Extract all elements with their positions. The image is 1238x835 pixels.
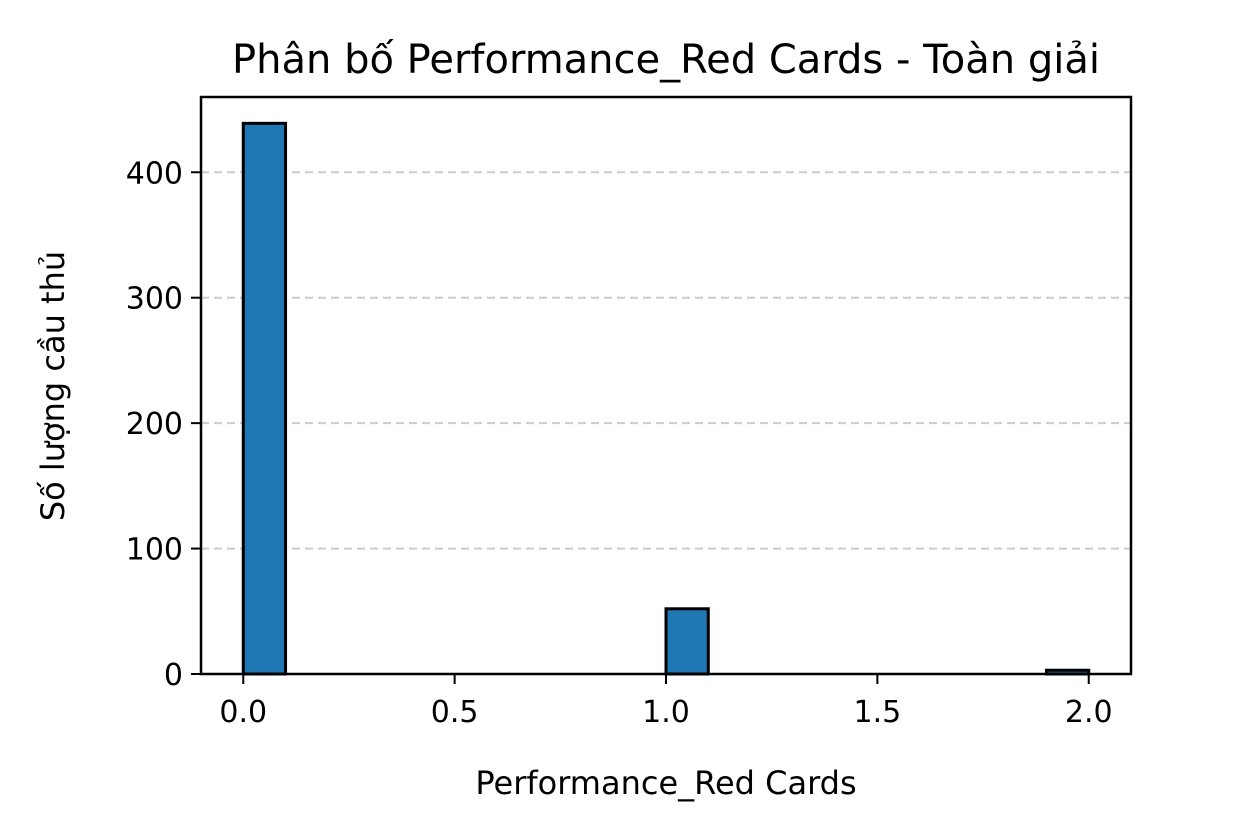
x-axis-ticks: 0.0 0.5 1.0 1.5 2.0 <box>219 674 1113 730</box>
y-axis-ticks: 0 100 200 300 400 <box>126 156 201 693</box>
y-tick-label: 200 <box>126 407 183 442</box>
y-tick-label: 400 <box>126 156 183 191</box>
x-tick-label: 2.0 <box>1065 695 1113 730</box>
chart-title: Phân bố Performance_Red Cards - Toàn giả… <box>232 37 1100 83</box>
y-tick-label: 300 <box>126 282 183 317</box>
x-tick-label: 0.5 <box>431 695 479 730</box>
x-tick-label: 0.0 <box>219 695 267 730</box>
y-tick-label: 0 <box>164 658 183 693</box>
grid-lines <box>201 171 1131 550</box>
x-axis-label: Performance_Red Cards <box>475 764 856 802</box>
y-tick-label: 100 <box>126 533 183 568</box>
x-tick-label: 1.5 <box>854 695 902 730</box>
histogram-bar <box>241 121 288 676</box>
histogram-bar <box>664 607 710 676</box>
x-tick-label: 1.0 <box>642 695 690 730</box>
y-axis-label: Số lượng cầu thủ <box>34 251 72 521</box>
